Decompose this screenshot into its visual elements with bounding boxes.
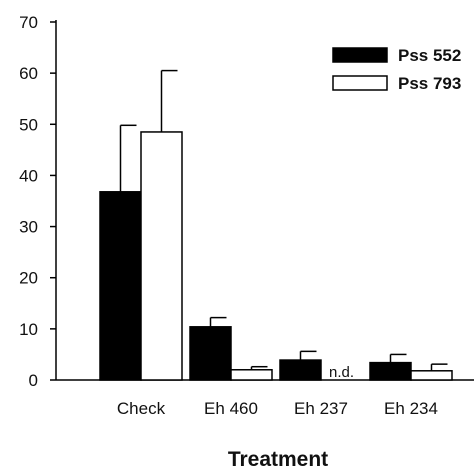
bar-pss552-check bbox=[99, 191, 142, 381]
y-tick-label: 30 bbox=[19, 218, 38, 237]
x-tick-label: Eh 234 bbox=[384, 399, 438, 418]
bar-pss552-eh-234 bbox=[369, 361, 412, 381]
y-tick-label: 40 bbox=[19, 166, 38, 185]
y-axis-ticks: 0 10 20 30 40 50 60 70 bbox=[19, 13, 56, 390]
x-axis-label: Treatment bbox=[228, 448, 328, 471]
legend-label-pss793: Pss 793 bbox=[398, 74, 461, 93]
legend: Pss 552 Pss 793 bbox=[332, 46, 461, 93]
y-tick-label: 0 bbox=[29, 371, 38, 390]
legend-label-pss552: Pss 552 bbox=[398, 46, 461, 65]
legend-swatch-pss793 bbox=[332, 75, 388, 91]
bar-pss552-eh-237 bbox=[279, 359, 322, 381]
y-tick-label: 50 bbox=[19, 115, 38, 134]
bar-pss793-eh-234 bbox=[410, 370, 453, 381]
legend-swatch-pss552 bbox=[332, 47, 388, 63]
x-tick-label: Eh 460 bbox=[204, 399, 258, 418]
bar-pss793-check bbox=[140, 131, 183, 381]
y-tick-label: 10 bbox=[19, 320, 38, 339]
bar-pss552-eh-460 bbox=[189, 326, 232, 381]
not-detected-annotation: n.d. bbox=[329, 364, 354, 381]
x-tick-label: Eh 237 bbox=[294, 399, 348, 418]
bars bbox=[99, 69, 453, 381]
x-axis-categories: Check Eh 460 Eh 237 Eh 234 bbox=[117, 399, 438, 418]
y-tick-label: 60 bbox=[19, 64, 38, 83]
y-tick-label: 70 bbox=[19, 13, 38, 32]
annotations: n.d. bbox=[329, 364, 354, 381]
x-tick-label: Check bbox=[117, 399, 166, 418]
bar-pss793-eh-460 bbox=[230, 369, 273, 381]
y-tick-label: 20 bbox=[19, 269, 38, 288]
